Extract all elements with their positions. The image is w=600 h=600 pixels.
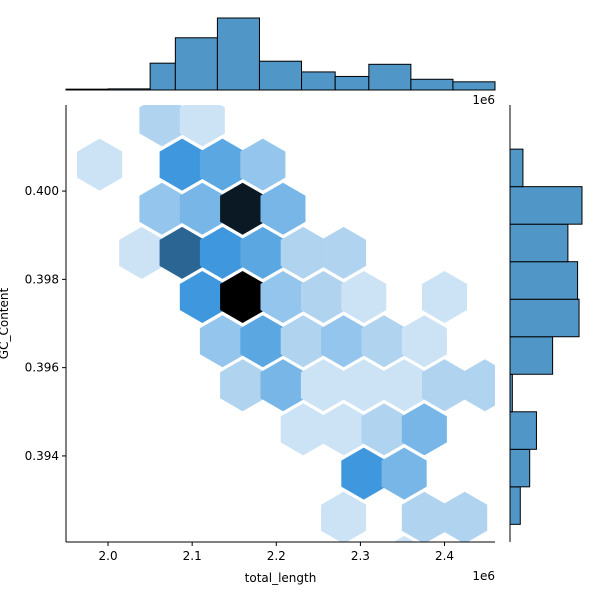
hexbin-cell [280,226,326,279]
y-hist-bar [509,186,583,225]
main-axes: 2.0 2.1 2.2 2.3 2.4 0.394 0.396 0.398 0.400 [25,105,495,563]
hexbin-cell [381,359,427,412]
hexbin-cell [119,226,165,279]
hexbin-cell [422,359,467,412]
x-hist-bar [301,71,336,91]
hexbin-cell [300,271,346,323]
x-hist-bar [452,81,496,91]
y-marginal-histogram [509,105,583,542]
hexbin-cell [260,359,306,412]
y-tick-label: 0.400 [25,184,59,198]
hexbin-cell [139,182,185,235]
x-tick-label: 2.0 [99,549,118,563]
hexbin-cell [401,315,447,368]
hexbin-cell [381,447,427,500]
hexbin-cell [321,226,367,279]
hexbin-cell [341,447,387,500]
x-hist-bar [368,63,412,91]
x-hist-bar [174,37,218,91]
x-tick-label: 2.3 [351,549,370,563]
x-hist-bar [216,17,260,91]
hexbin-cell [77,138,123,191]
x-hist-bar [258,60,303,91]
y-hist-bar [509,261,579,300]
hexbin-cell [179,105,225,147]
hexbin-cell [341,359,387,412]
hexbin-cell [240,315,286,368]
hexbin-layer [77,105,495,542]
hexbin-cell [321,491,367,542]
x-marginal-histogram [65,17,496,91]
y-hist-bar [509,448,531,488]
hexbin-cell [220,271,266,323]
hexbin-cell [321,315,367,368]
y-hist-bar [509,486,521,525]
y-hist-bar [509,411,537,450]
hexbin-cell [139,105,185,147]
x-hist-bar [149,62,176,91]
hexbin-cell [179,182,225,235]
hexbin-cell [280,315,326,368]
hexbin-cell [220,182,266,235]
hexbin-cell [260,182,306,235]
x-tick-label: 2.1 [183,549,202,563]
hexbin-cell [401,491,447,542]
hexbin-cell [422,271,467,323]
y-tick-label: 0.394 [25,449,59,463]
hexbin-cell [361,315,407,368]
y-tick-label: 0.398 [25,272,59,286]
hexbin-cell [401,403,447,456]
y-tick-label: 0.396 [25,361,59,375]
x-hist-bar [334,75,370,91]
x-axis-label: total_length [245,571,317,585]
x-offset-label: 1e6 [472,569,495,583]
hexbin-cell [462,359,495,412]
hexbin-cell [280,403,326,456]
y-hist-bar [509,148,524,188]
x-tick-label: 2.4 [435,549,454,563]
hexbin-cell [240,226,286,279]
hexbin-cell [199,226,245,279]
hexbin-cell [321,403,367,456]
hexbin-cell [159,138,205,191]
hexbin-cell [361,403,407,456]
hexbin-cell [199,315,245,368]
x-hist-bar [410,78,454,91]
hexbin-cell [393,535,415,542]
y-hist-bar [509,298,580,338]
hexbin-cell [179,271,225,323]
hexbin-cell [300,359,346,412]
y-hist-bar [509,223,569,263]
y-offset-label: 1e6 [472,93,495,107]
hexbin-cell [240,138,286,191]
y-hist-bar [509,336,554,375]
hexbin-cell [442,491,488,542]
hexbin-cell [260,271,306,323]
hexbin-cell [220,359,266,412]
y-axis-label: GC_Content [0,288,11,360]
x-tick-label: 2.2 [267,549,286,563]
hexbin-cell [159,226,205,279]
hexbin-cell [199,138,245,191]
hexbin-cell [341,271,387,323]
